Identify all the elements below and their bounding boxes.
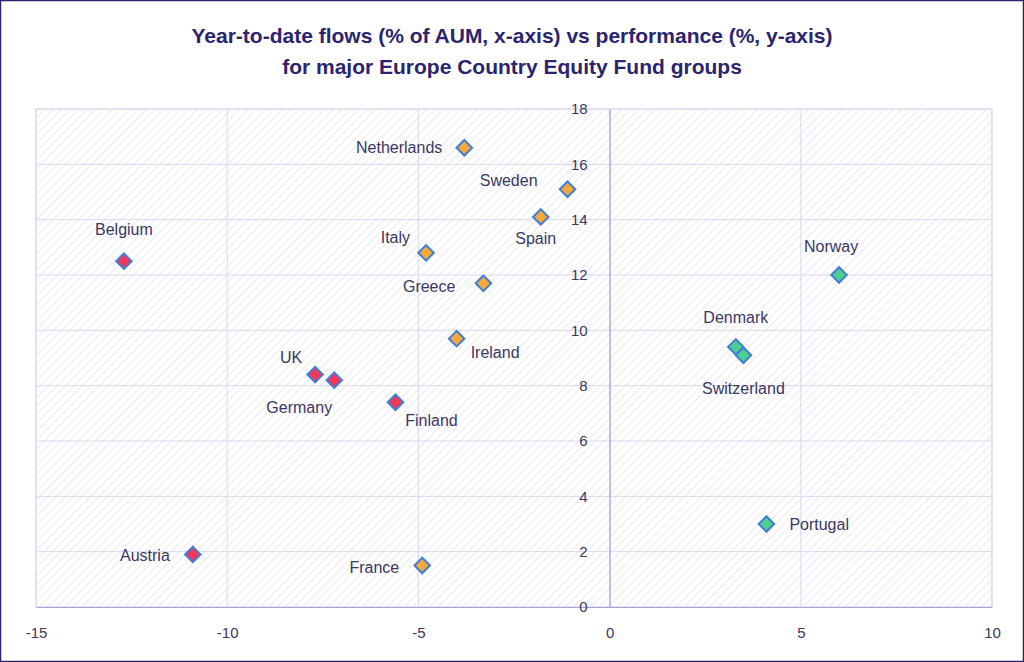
- point: [418, 245, 433, 260]
- point-label: Portugal: [789, 516, 849, 533]
- point-label: Belgium: [95, 221, 153, 238]
- y-tick-label: 4: [579, 488, 587, 505]
- point-label: Greece: [403, 278, 456, 295]
- x-axis-line: [37, 607, 993, 608]
- grid-line-y: [36, 109, 992, 110]
- x-tick-label: -10: [217, 624, 239, 641]
- y-tick: 8: [579, 377, 609, 394]
- y-tick-label: 10: [571, 322, 588, 339]
- point-label: France: [349, 559, 399, 576]
- grid-line-y: [36, 496, 992, 497]
- x-tick: -5: [412, 607, 425, 641]
- y-tick-label: 16: [571, 156, 588, 173]
- point: [533, 209, 548, 224]
- grid-line-y: [36, 551, 992, 552]
- grid-line-y: [36, 607, 992, 608]
- y-tick-label: 8: [579, 377, 587, 394]
- y-tick: 12: [571, 266, 610, 283]
- point-label: Spain: [515, 230, 556, 247]
- x-tick-label: 5: [797, 624, 805, 641]
- x-tick-label: -5: [412, 624, 425, 641]
- point-label: Italy: [381, 229, 410, 246]
- point-label: Denmark: [703, 309, 769, 326]
- x-tick: -10: [217, 607, 239, 641]
- y-tick: 16: [571, 156, 610, 173]
- y-tick-label: 0: [579, 598, 587, 615]
- y-tick: 2: [579, 543, 609, 560]
- point-label: Germany: [266, 399, 332, 416]
- y-tick: 0: [579, 598, 609, 615]
- y-tick-label: 6: [579, 432, 587, 449]
- point-label: Sweden: [480, 172, 538, 189]
- point: [116, 253, 131, 268]
- grid-line-x: [418, 109, 419, 607]
- point: [457, 140, 472, 155]
- point: [414, 558, 429, 573]
- x-tick-label: 10: [984, 624, 1001, 641]
- point: [476, 276, 491, 291]
- x-tick-label: -15: [26, 624, 48, 641]
- plot: -15 -10 -5 0 5 10 0 2 4 6 8 10 12 14 16 18 Netherlands Sw…: [26, 100, 1001, 640]
- y-axis-line: [609, 110, 610, 608]
- grid-line-x: [609, 109, 610, 607]
- grid-line-y: [36, 164, 992, 165]
- point: [759, 516, 774, 531]
- plot-background: [36, 109, 992, 607]
- y-tick: 14: [571, 211, 610, 228]
- point: [449, 331, 464, 346]
- title: Year-to-date flows (% of AUM, x-axis) vs…: [191, 24, 832, 47]
- point: [831, 267, 846, 282]
- grid-line-y: [36, 385, 992, 386]
- grid-line-y: [36, 330, 992, 331]
- point-label: Switzerland: [702, 380, 785, 397]
- point-label: UK: [280, 349, 303, 366]
- x-tick: 5: [797, 607, 805, 641]
- y-tick: 18: [571, 100, 610, 117]
- chart: Year-to-date flows (% of AUM, x-axis) vs…: [0, 0, 1024, 662]
- point-label: Ireland: [471, 344, 520, 361]
- grid-line-y: [36, 275, 992, 276]
- point-labels: Netherlands Sweden Spain Italy Greece Ireland…: [95, 139, 858, 576]
- grid-line-x: [227, 109, 228, 607]
- grid: [36, 109, 992, 607]
- page-border: [1, 1, 1024, 662]
- grid-line-x: [36, 109, 37, 607]
- points: [116, 140, 847, 573]
- x-tick-label: 0: [606, 624, 614, 641]
- y-tick-label: 14: [571, 211, 588, 228]
- point-label: Finland: [405, 412, 457, 429]
- point: [185, 547, 200, 562]
- point: [736, 347, 751, 362]
- point: [560, 181, 575, 196]
- y-tick: 10: [571, 322, 610, 339]
- y-tick: 6: [579, 432, 609, 449]
- y-tick: 4: [579, 488, 609, 505]
- x-tick: 0: [606, 607, 614, 641]
- point: [388, 395, 403, 410]
- title: for major Europe Country Equity Fund gro…: [282, 55, 742, 78]
- grid-line-y: [36, 219, 992, 220]
- point-label: Austria: [120, 547, 170, 564]
- y-axis: 0 2 4 6 8 10 12 14 16 18: [571, 100, 610, 615]
- y-tick-label: 12: [571, 266, 588, 283]
- point: [327, 372, 342, 387]
- point-label: Norway: [804, 238, 858, 255]
- x-tick: -15: [26, 607, 48, 641]
- point-label: Netherlands: [356, 139, 442, 156]
- y-tick-label: 18: [571, 100, 588, 117]
- x-tick: 10: [984, 607, 1001, 641]
- y-tick-label: 2: [579, 543, 587, 560]
- point: [307, 367, 322, 382]
- grid-line-x: [992, 109, 993, 607]
- x-axis: -15 -10 -5 0 5 10: [26, 607, 1001, 641]
- grid-line-y: [36, 441, 992, 442]
